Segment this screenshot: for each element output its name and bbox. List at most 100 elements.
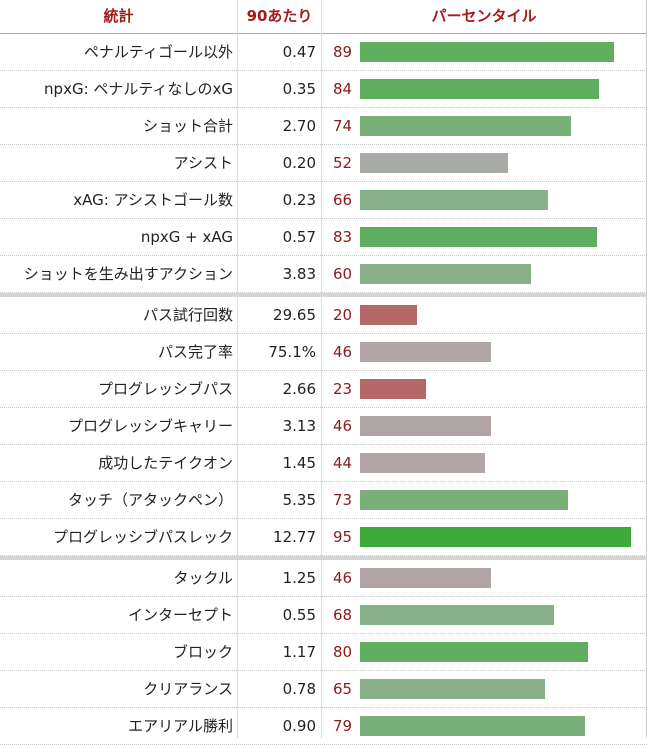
table-row[interactable]: ペナルティゴール以外 0.47 89 [0, 34, 647, 71]
percentile-bar [360, 342, 491, 362]
table-row[interactable]: パス完了率 75.1% 46 [0, 334, 647, 371]
table-row[interactable]: ショットを生み出すアクション 3.83 60 [0, 256, 647, 293]
row-divider [0, 633, 647, 634]
percentile-value: 89 [333, 43, 353, 61]
stat-label: パス試行回数 [142, 306, 233, 324]
per90-value: 1.25 [282, 569, 316, 587]
row-divider [0, 407, 647, 408]
stat-label: パス完了率 [157, 343, 233, 361]
percentile-bar [360, 153, 508, 173]
row-divider [0, 292, 647, 293]
row-divider [0, 555, 647, 556]
row-divider [0, 107, 647, 108]
table-row[interactable]: アシスト 0.20 52 [0, 145, 647, 182]
percentile-bar [360, 416, 491, 436]
per90-value: 1.45 [282, 454, 316, 472]
table-row[interactable]: ショット合計 2.70 74 [0, 108, 647, 145]
percentile-bar [360, 716, 585, 736]
table-row[interactable]: 成功したテイクオン 1.45 44 [0, 445, 647, 482]
row-divider [0, 707, 647, 708]
row-divider [0, 481, 647, 482]
stat-label: ショットを生み出すアクション [23, 265, 233, 283]
percentile-bar [360, 679, 545, 699]
row-divider [0, 181, 647, 182]
row-divider [0, 518, 647, 519]
percentile-value: 79 [333, 717, 353, 735]
per90-value: 12.77 [273, 528, 316, 546]
percentile-bar [360, 42, 614, 62]
stat-label: インターセプト [127, 606, 233, 624]
per90-value: 0.57 [282, 228, 316, 246]
percentile-bar [360, 453, 485, 473]
table-row[interactable]: タックル 1.25 46 [0, 560, 647, 597]
stat-label: タッチ（アタックペン） [67, 491, 233, 509]
table-row[interactable]: パス試行回数 29.65 20 [0, 297, 647, 334]
percentile-bar [360, 264, 531, 284]
percentile-value: 73 [333, 491, 353, 509]
row-divider [0, 444, 647, 445]
per90-value: 0.47 [282, 43, 316, 61]
group-separator [0, 293, 647, 297]
row-divider [0, 596, 647, 597]
table-row[interactable]: エアリアル勝利 0.90 79 [0, 708, 647, 745]
row-divider [0, 70, 647, 71]
stat-label: ショット合計 [142, 117, 233, 135]
column-divider [237, 0, 238, 738]
per90-value: 3.83 [282, 265, 316, 283]
stat-label: プログレッシブパスレック [52, 528, 233, 546]
per90-value: 75.1% [268, 343, 316, 361]
percentile-bar [360, 116, 571, 136]
table-row[interactable]: インターセプト 0.55 68 [0, 597, 647, 634]
per90-value: 5.35 [282, 491, 316, 509]
stat-label: xAG: アシストゴール数 [73, 191, 233, 209]
row-divider [0, 255, 647, 256]
stat-label: ペナルティゴール以外 [83, 43, 233, 61]
percentile-value: 52 [333, 154, 353, 172]
header-percentile[interactable]: パーセンタイル [431, 7, 537, 25]
stat-label: npxG + xAG [140, 228, 233, 246]
per90-value: 0.23 [282, 191, 316, 209]
percentile-value: 60 [333, 265, 353, 283]
per90-value: 2.66 [282, 380, 316, 398]
table-row[interactable]: プログレッシブパスレック 12.77 95 [0, 519, 647, 556]
percentile-value: 46 [333, 569, 353, 587]
per90-value: 0.55 [282, 606, 316, 624]
table-row[interactable]: xAG: アシストゴール数 0.23 66 [0, 182, 647, 219]
percentile-bar [360, 642, 588, 662]
per90-value: 0.20 [282, 154, 316, 172]
header-per90[interactable]: 90あたり [246, 7, 313, 25]
percentile-value: 84 [333, 80, 353, 98]
table-row[interactable]: プログレッシブキャリー 3.13 46 [0, 408, 647, 445]
per90-value: 0.90 [282, 717, 316, 735]
percentile-value: 46 [333, 417, 353, 435]
table-row[interactable]: npxG + xAG 0.57 83 [0, 219, 647, 256]
stat-label: アシスト [173, 154, 233, 172]
percentile-value: 74 [333, 117, 353, 135]
percentile-value: 68 [333, 606, 353, 624]
table-row[interactable]: タッチ（アタックペン） 5.35 73 [0, 482, 647, 519]
per90-value: 3.13 [282, 417, 316, 435]
percentile-value: 23 [333, 380, 353, 398]
percentile-value: 95 [333, 528, 353, 546]
stat-label: プログレッシブパス [97, 380, 233, 398]
table-row[interactable]: プログレッシブパス 2.66 23 [0, 371, 647, 408]
table-row[interactable]: クリアランス 0.78 65 [0, 671, 647, 708]
row-divider [0, 370, 647, 371]
table-row[interactable]: npxG: ペナルティなしのxG 0.35 84 [0, 71, 647, 108]
row-divider [0, 144, 647, 145]
stat-label: エアリアル勝利 [128, 717, 233, 735]
table-row[interactable]: ブロック 1.17 80 [0, 634, 647, 671]
percentile-value: 65 [333, 680, 353, 698]
table-header: 統計 90あたり パーセンタイル [0, 0, 647, 34]
percentile-value: 44 [333, 454, 353, 472]
stat-label: npxG: ペナルティなしのxG [44, 80, 233, 98]
percentile-bar [360, 190, 548, 210]
percentile-value: 46 [333, 343, 353, 361]
row-divider [0, 670, 647, 671]
stat-label: タックル [173, 569, 233, 587]
header-stat[interactable]: 統計 [103, 7, 134, 25]
percentile-bar [360, 568, 491, 588]
per90-value: 29.65 [273, 306, 316, 324]
percentile-bar [360, 305, 417, 325]
